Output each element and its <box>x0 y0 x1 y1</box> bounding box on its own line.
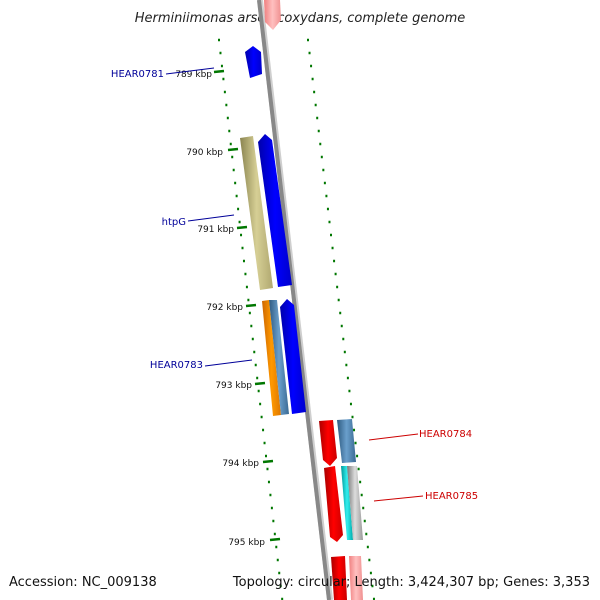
gene-label-hear0781[interactable]: HEAR0781 <box>111 69 164 80</box>
gene-label-hear0783[interactable]: HEAR0783 <box>150 360 203 371</box>
gene-bar-steelblue <box>269 300 289 415</box>
tick-dashes <box>218 38 375 600</box>
gene-label-htpg[interactable]: htpG <box>162 217 186 228</box>
kbp-ticks: 789 kbp 790 kbp 791 kbp 792 kbp 793 kbp … <box>175 69 281 548</box>
gene-bar-htpg <box>240 136 273 290</box>
tick-label-792: 792 kbp <box>206 303 243 313</box>
gene-arrow-top-partial <box>264 0 281 30</box>
gene-label-hear0784[interactable]: HEAR0784 <box>419 429 472 440</box>
gene-arrow-hear0784 <box>319 420 337 466</box>
gene-bar-grey <box>347 466 363 540</box>
topology-text: Topology: circular; Length: 3,424,307 bp… <box>232 575 590 590</box>
gene-bar-cyan <box>341 466 353 540</box>
gene-arrow-blue-lower <box>280 299 306 414</box>
gene-labels-right: HEAR0784 HEAR0785 <box>368 429 478 502</box>
backbone-line <box>257 0 331 600</box>
tick-label-789: 789 kbp <box>175 70 212 80</box>
accession-text: Accession: NC_009138 <box>9 575 157 590</box>
gene-features <box>240 0 363 600</box>
tick-label-791: 791 kbp <box>197 225 234 235</box>
gene-label-hear0785[interactable]: HEAR0785 <box>425 491 478 502</box>
gene-arrow-hear0785 <box>324 466 343 542</box>
gene-arrow-bottom-pink <box>349 556 363 600</box>
tick-label-793: 793 kbp <box>215 381 252 391</box>
gene-arrow-blue-upper <box>258 134 292 287</box>
gene-arrow-hear0781 <box>245 46 262 78</box>
gene-labels-left: HEAR0781 htpG HEAR0783 <box>111 67 253 371</box>
gene-bar-orange <box>262 300 281 416</box>
gene-bar-steelblue-right <box>337 419 356 463</box>
tick-label-795: 795 kbp <box>228 538 265 548</box>
map-title: Herminiimonas arsenicoxydans, complete g… <box>135 11 465 26</box>
gene-arrow-bottom-red <box>331 556 347 600</box>
tick-label-790: 790 kbp <box>186 148 223 158</box>
tick-label-794: 794 kbp <box>222 459 259 469</box>
